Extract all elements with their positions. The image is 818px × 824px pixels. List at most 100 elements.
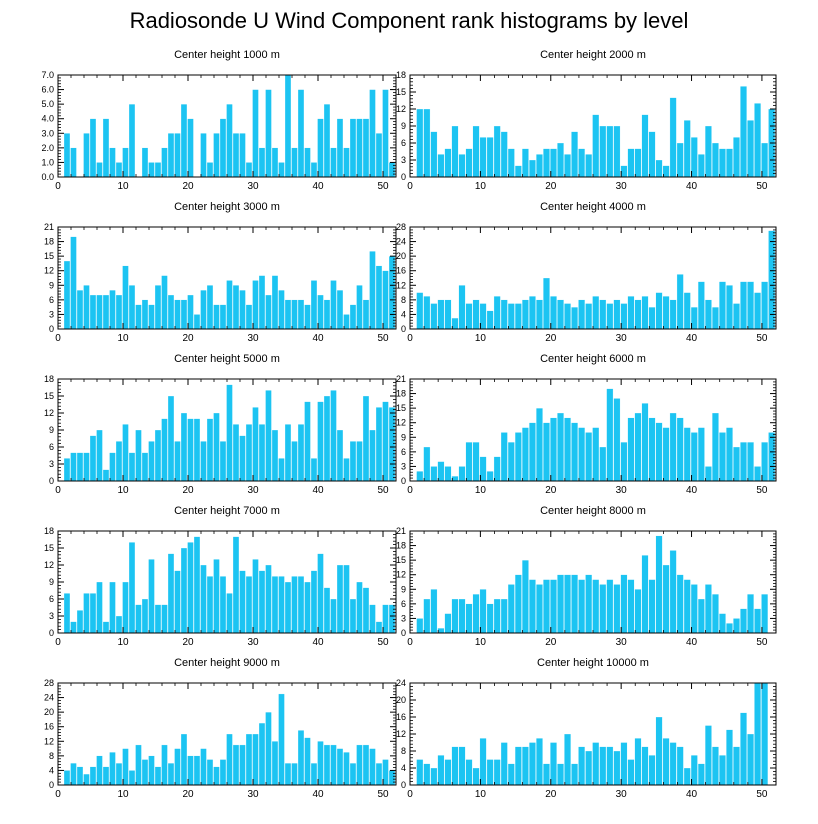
x-tick-label: 50 bbox=[756, 637, 768, 648]
histogram-bar bbox=[362, 744, 370, 786]
histogram-bar bbox=[726, 729, 733, 786]
histogram-bar bbox=[336, 564, 344, 634]
x-tick-label: 20 bbox=[545, 485, 557, 496]
histogram-bar bbox=[232, 285, 240, 330]
histogram-bar bbox=[430, 131, 438, 178]
y-tick-label: 1.0 bbox=[41, 157, 54, 167]
histogram-bar bbox=[747, 441, 754, 482]
histogram-bar bbox=[521, 148, 529, 178]
histogram-bar bbox=[683, 579, 691, 634]
histogram-bar bbox=[232, 744, 240, 786]
y-tick-label: 6.0 bbox=[41, 85, 54, 95]
x-tick-label: 50 bbox=[756, 789, 768, 800]
histogram-bar bbox=[669, 550, 677, 634]
histogram-bar bbox=[141, 299, 149, 330]
histogram-bar bbox=[128, 770, 136, 786]
histogram-bar bbox=[578, 746, 586, 786]
histogram-bar bbox=[620, 742, 628, 786]
histogram-bar bbox=[571, 306, 579, 330]
histogram-bar bbox=[102, 118, 110, 178]
histogram-bar bbox=[356, 581, 363, 634]
histogram-bar bbox=[232, 536, 240, 634]
histogram-bar bbox=[529, 296, 536, 330]
histogram-bar bbox=[557, 763, 564, 786]
histogram-bar bbox=[141, 147, 149, 178]
histogram-bar bbox=[627, 759, 635, 786]
histogram-bar bbox=[529, 159, 536, 178]
histogram-bar bbox=[180, 103, 188, 178]
histogram-bar bbox=[423, 763, 431, 786]
histogram-bar bbox=[89, 435, 97, 482]
histogram-bar bbox=[63, 770, 71, 786]
histogram-bar bbox=[193, 418, 201, 482]
x-tick-label: 50 bbox=[756, 181, 768, 192]
histogram-bar bbox=[740, 86, 747, 178]
histogram-bar bbox=[550, 579, 557, 634]
histogram-bar bbox=[70, 147, 77, 178]
histogram-bar bbox=[284, 424, 292, 482]
histogram-bar bbox=[252, 733, 259, 786]
y-tick-label: 8 bbox=[401, 746, 406, 756]
histogram-bar bbox=[206, 162, 214, 178]
histogram-bar bbox=[761, 281, 769, 330]
histogram-bar bbox=[712, 306, 719, 330]
histogram-bar bbox=[648, 755, 656, 786]
histogram-bar bbox=[740, 608, 747, 634]
histogram-bar bbox=[258, 275, 266, 330]
histogram-bar bbox=[388, 255, 396, 330]
histogram-bar bbox=[167, 553, 175, 634]
histogram-bar bbox=[323, 744, 331, 786]
histogram-bar bbox=[719, 432, 726, 482]
histogram-bar bbox=[606, 125, 614, 178]
y-tick-label: 3 bbox=[49, 611, 54, 621]
histogram-bar bbox=[557, 412, 564, 482]
y-tick-label: 18 bbox=[396, 70, 406, 80]
histogram-bar bbox=[726, 623, 733, 634]
histogram-bar bbox=[128, 285, 136, 330]
histogram-bar bbox=[83, 452, 90, 482]
histogram-bar bbox=[343, 458, 350, 482]
chart-title: Center height 5000 m bbox=[174, 353, 280, 365]
histogram-bar bbox=[135, 604, 142, 634]
histogram-bar bbox=[154, 604, 162, 634]
histogram-bar bbox=[141, 598, 149, 634]
histogram-bar bbox=[564, 417, 571, 482]
histogram-bar bbox=[719, 613, 726, 634]
histogram-bar bbox=[697, 598, 705, 634]
y-tick-label: 12 bbox=[44, 266, 54, 276]
x-tick-label: 0 bbox=[55, 789, 61, 800]
histogram-bar bbox=[458, 154, 466, 178]
x-tick-label: 10 bbox=[117, 789, 129, 800]
histogram-bar bbox=[356, 285, 363, 330]
histogram-bar bbox=[226, 593, 233, 634]
histogram-bar bbox=[543, 763, 550, 786]
chart-title: Center height 1000 m bbox=[174, 49, 280, 61]
histogram-bar bbox=[430, 303, 438, 330]
x-tick-label: 10 bbox=[475, 181, 487, 192]
x-tick-label: 0 bbox=[407, 333, 413, 344]
histogram-bar bbox=[634, 738, 642, 786]
histogram-bar bbox=[323, 299, 331, 330]
histogram-bar bbox=[437, 299, 445, 330]
histogram-bar bbox=[733, 446, 740, 482]
histogram-bar bbox=[89, 118, 97, 178]
histogram-bar bbox=[599, 584, 607, 634]
histogram-bar bbox=[96, 429, 103, 482]
histogram-bar bbox=[310, 280, 318, 330]
histogram-bar bbox=[465, 303, 473, 330]
chart-title: Center height 4000 m bbox=[540, 201, 646, 213]
histogram-bar bbox=[500, 432, 508, 482]
x-tick-label: 40 bbox=[686, 637, 698, 648]
histogram-bar bbox=[648, 579, 656, 634]
histogram-bar bbox=[200, 748, 207, 786]
y-tick-label: 28 bbox=[396, 222, 406, 232]
histogram-bar bbox=[627, 296, 635, 330]
histogram-bar bbox=[641, 403, 649, 482]
histogram-bar bbox=[754, 103, 762, 178]
histogram-bar bbox=[102, 621, 110, 634]
histogram-bar bbox=[310, 762, 318, 786]
chart-panel: Center height 7000 m 0 10 20 30 40 50 0 3 6 9 12 15 1… bbox=[44, 505, 397, 648]
y-tick-label: 6 bbox=[49, 442, 54, 452]
x-tick-label: 0 bbox=[407, 637, 413, 648]
y-tick-label: 18 bbox=[44, 374, 54, 384]
